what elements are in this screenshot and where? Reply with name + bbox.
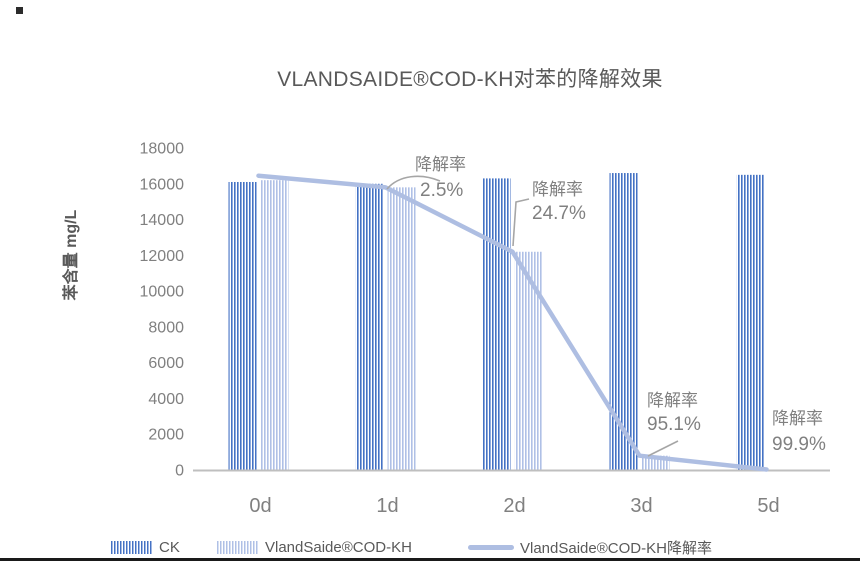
annotation-leader-2: [647, 440, 679, 457]
annotation-leader-0: [386, 175, 441, 190]
x-tick-label: 1d: [376, 495, 398, 517]
bar-ck-0d: [228, 181, 257, 470]
legend: CK VlandSaide®COD-KH VlandSaide®COD-KH降解…: [0, 536, 860, 558]
y-tick-label: 10000: [140, 284, 185, 301]
x-tick-label: 5d: [757, 495, 779, 517]
bar-ck-2d: [482, 178, 511, 470]
ck-bar-swatch: [111, 540, 153, 554]
bar-vlandsaide-1d: [387, 187, 416, 470]
x-tick-label: 0d: [249, 495, 271, 517]
annotation-value-1: 24.7%: [532, 203, 586, 224]
x-tick-label: 2d: [503, 495, 525, 517]
y-tick-label: 0: [175, 463, 184, 480]
bar-vlandsaide-0d: [260, 180, 289, 470]
x-axis-line: [193, 469, 830, 472]
y-tick-label: 2000: [148, 427, 184, 444]
legend-item-vlandsaide: VlandSaide®COD-KH: [217, 536, 412, 558]
annotation-label-1: 降解率: [532, 180, 583, 199]
bar-ck-3d: [609, 173, 638, 471]
bottom-border: [0, 558, 860, 561]
y-tick-label: 12000: [140, 248, 185, 265]
corner-artifact: [16, 7, 23, 14]
legend-label-vlandsaide: VlandSaide®COD-KH: [265, 538, 412, 556]
annotation-value-0: 2.5%: [420, 180, 463, 201]
legend-item-degradation-rate: VlandSaide®COD-KH降解率: [468, 536, 712, 558]
y-tick-label: 14000: [140, 212, 185, 229]
bar-ck-5d: [736, 174, 765, 471]
annotation-label-0: 降解率: [415, 155, 466, 174]
chart-title: VLANDSAIDE®COD-KH对苯的降解效果: [277, 68, 663, 91]
legend-label-degradation-rate: VlandSaide®COD-KH降解率: [520, 539, 712, 557]
annotation-label-3: 降解率: [772, 409, 823, 428]
annotation-value-2: 95.1%: [647, 414, 701, 435]
legend-item-ck: CK: [111, 536, 180, 558]
degradation-rate-line: [256, 173, 769, 472]
annotation-value-3: 99.9%: [772, 434, 826, 455]
x-tick-label: 3d: [630, 495, 652, 517]
y-tick-label: 4000: [148, 391, 184, 408]
vlandsaide-bar-swatch: [217, 540, 259, 554]
y-tick-label: 8000: [148, 319, 184, 336]
bar-vlandsaide-2d: [514, 251, 543, 470]
annotation-label-2: 降解率: [647, 391, 698, 410]
y-tick-label: 6000: [148, 355, 184, 372]
y-tick-label: 16000: [140, 176, 185, 193]
y-tick-label: 18000: [140, 141, 185, 158]
bar-ck-1d: [355, 183, 384, 470]
degradation-rate-line-swatch: [468, 544, 514, 550]
annotation-leader-1: [512, 198, 530, 247]
legend-label-ck: CK: [159, 538, 180, 556]
